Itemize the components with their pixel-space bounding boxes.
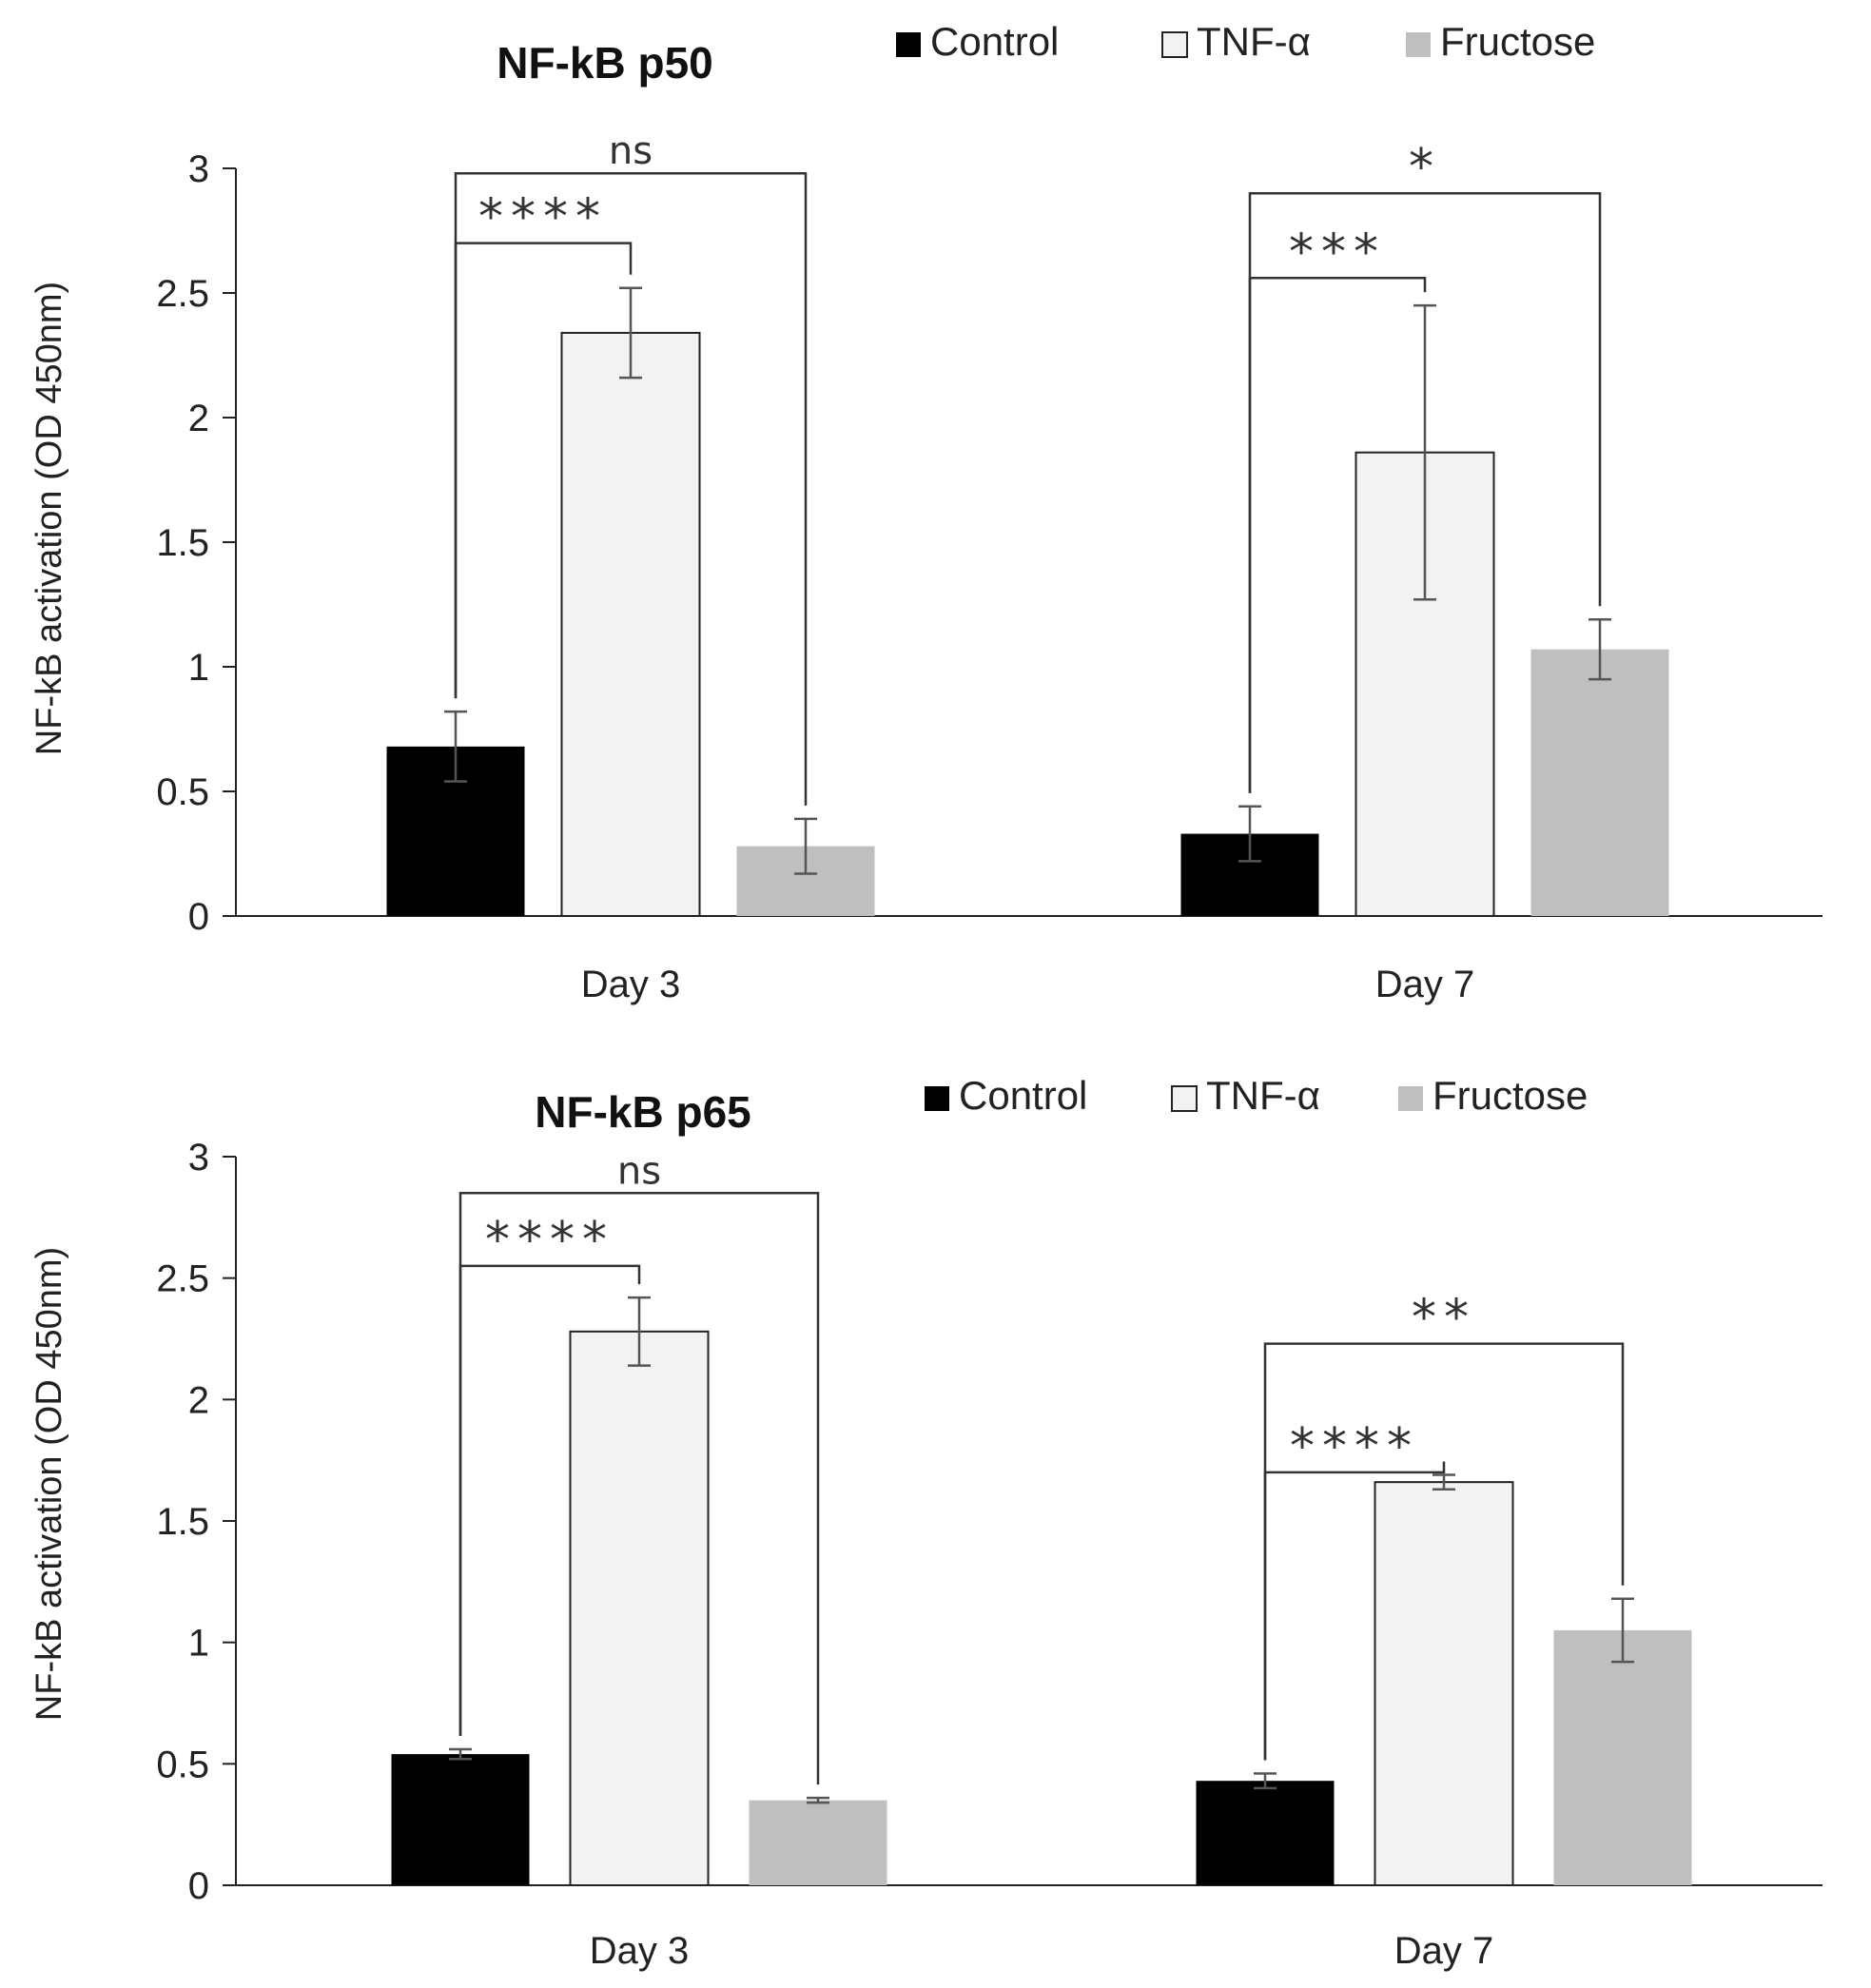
bar-tnf-1 — [569, 1330, 710, 1886]
bar-control-2 — [1196, 1781, 1335, 1885]
y-tick-label: 0.5 — [156, 1744, 209, 1785]
bar-fructose-2 — [1530, 649, 1669, 916]
bar-fructose-1 — [749, 1800, 887, 1885]
y-tick-label: 2.5 — [156, 273, 209, 315]
bar-control-1 — [391, 1754, 530, 1885]
y-tick-label: 0 — [188, 1865, 209, 1907]
legend-swatch-3 — [1406, 32, 1431, 57]
y-tick-label: 2.5 — [156, 1258, 209, 1300]
bar-fructose-2 — [1553, 1629, 1692, 1885]
y-tick-label: 0 — [188, 896, 209, 938]
y-axis-label: NF-kB activation (OD 450nm) — [29, 282, 69, 755]
significance-bracket — [458, 1192, 820, 1785]
category-label: Day 3 — [581, 964, 681, 1005]
legend-swatch-2 — [1161, 31, 1188, 58]
chart-panel-1: NF-kB p50 Control TNF-α Fructose 0 0.5 1 1.5 2 2.… — [29, 19, 1822, 1005]
significance-label: **** — [478, 189, 608, 246]
category-label: Day 7 — [1394, 1930, 1494, 1972]
legend-label-1: Control — [959, 1073, 1087, 1118]
y-tick-label: 3 — [188, 148, 209, 190]
legend-label-3: Fructose — [1440, 19, 1595, 64]
legend-label-2: TNF-α — [1206, 1073, 1320, 1118]
legend-label-3: Fructose — [1432, 1073, 1588, 1118]
significance-bracket — [454, 171, 808, 806]
category-label: Day 7 — [1375, 964, 1475, 1005]
chart-panel-2: NF-kB p65 Control TNF-α Fructose 0 0.5 1 1.5 2 2.… — [29, 1073, 1822, 1972]
significance-bracket — [1248, 191, 1602, 793]
significance-label: * — [1409, 139, 1441, 196]
legend-label-1: Control — [930, 19, 1059, 64]
bar-tnf-1 — [560, 331, 701, 918]
significance-label: ns — [609, 129, 653, 173]
chart-title: NF-kB p50 — [497, 38, 712, 88]
y-tick-label: 2 — [188, 1379, 209, 1421]
category-label: Day 3 — [590, 1930, 690, 1972]
y-tick-label: 1 — [188, 647, 209, 689]
y-axis-label: NF-kB activation (OD 450nm) — [29, 1247, 69, 1721]
significance-label: *** — [1289, 224, 1386, 281]
significance-label: **** — [485, 1212, 614, 1269]
chart-title: NF-kB p65 — [535, 1087, 750, 1137]
legend-swatch-2 — [1171, 1085, 1198, 1112]
y-tick-label: 3 — [188, 1137, 209, 1179]
legend-swatch-1 — [925, 1086, 949, 1111]
y-tick-label: 1.5 — [156, 1501, 209, 1543]
significance-label: ** — [1412, 1290, 1476, 1347]
bar-tnf-2 — [1374, 1481, 1514, 1886]
legend-swatch-1 — [896, 32, 921, 57]
y-tick-label: 0.5 — [156, 771, 209, 813]
significance-bracket — [1263, 1342, 1625, 1761]
significance-label: ns — [617, 1149, 661, 1193]
significance-label: **** — [1290, 1418, 1419, 1475]
legend-label-2: TNF-α — [1197, 19, 1311, 64]
y-tick-label: 1 — [188, 1623, 209, 1665]
legend-swatch-3 — [1398, 1086, 1423, 1111]
y-tick-label: 2 — [188, 398, 209, 439]
y-tick-label: 1.5 — [156, 522, 209, 564]
